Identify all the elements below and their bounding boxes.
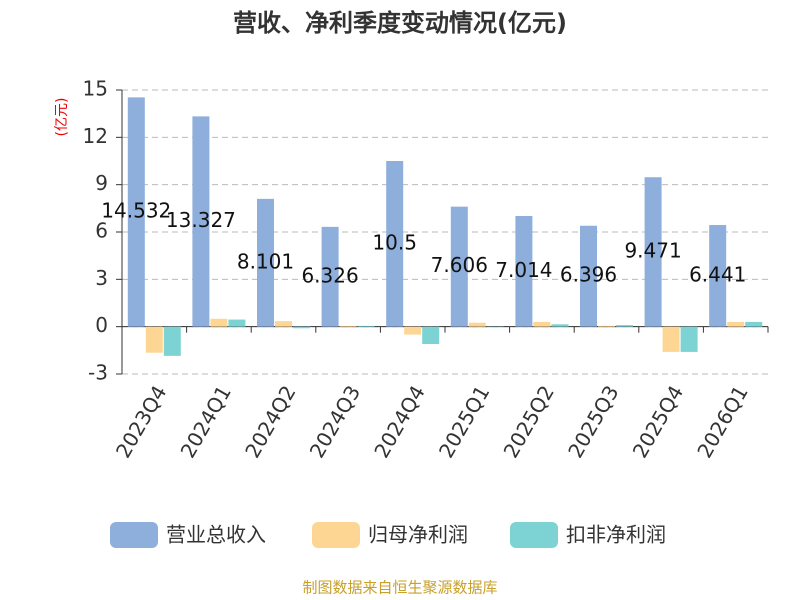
- bar: [210, 318, 228, 327]
- bar: [727, 321, 745, 327]
- legend-label: 扣非净利润: [566, 523, 666, 547]
- x-tick-label: 2023Q4: [111, 381, 171, 462]
- bar: [662, 326, 680, 352]
- bar: [515, 216, 533, 327]
- bar: [468, 322, 486, 327]
- x-tick-label: 2025Q4: [628, 381, 688, 462]
- y-tick-label: -3: [88, 361, 108, 385]
- bar: [293, 326, 310, 329]
- x-tick-label: 2024Q4: [369, 381, 429, 462]
- y-tick-label: 12: [83, 124, 108, 148]
- value-label: 7.014: [495, 258, 552, 282]
- bar: [680, 326, 698, 352]
- value-label: 6.441: [689, 262, 746, 286]
- bar: [145, 326, 163, 353]
- value-label: 14.532: [101, 199, 171, 223]
- value-label: 9.471: [624, 238, 681, 262]
- legend-label: 营业总收入: [166, 523, 266, 547]
- bar: [339, 325, 357, 327]
- value-label: 6.326: [301, 263, 358, 287]
- chart-title: 营收、净利季度变动情况(亿元): [233, 9, 567, 37]
- value-label: 7.606: [431, 253, 488, 277]
- y-tick-label: 9: [95, 171, 108, 195]
- bar: [163, 326, 181, 356]
- x-tick-label: 2024Q3: [305, 381, 365, 462]
- x-tick-label: 2024Q2: [240, 381, 300, 462]
- value-label: 6.396: [560, 263, 617, 287]
- bar: [551, 324, 569, 327]
- bar: [275, 321, 292, 327]
- bar: [357, 325, 375, 327]
- bar: [709, 225, 727, 327]
- y-axis-label: (亿元): [54, 98, 70, 137]
- x-tick-label: 2024Q1: [176, 381, 236, 462]
- bar: [127, 97, 145, 327]
- y-tick-label: 6: [95, 219, 108, 243]
- y-tick-label: 15: [83, 77, 108, 101]
- bar: [644, 177, 662, 327]
- legend-label: 归母净利润: [368, 523, 468, 547]
- value-label: 8.101: [237, 249, 294, 273]
- x-tick-label: 2025Q2: [499, 381, 559, 462]
- x-tick-label: 2026Q1: [692, 381, 752, 462]
- legend-swatch: [110, 522, 158, 548]
- bar: [192, 116, 210, 327]
- x-tick-label: 2025Q1: [434, 381, 494, 462]
- bar: [228, 319, 246, 327]
- bar: [580, 225, 597, 327]
- legend-swatch: [510, 522, 558, 548]
- bar: [533, 321, 551, 327]
- y-tick-label: 0: [95, 313, 108, 337]
- value-label: 10.5: [372, 230, 417, 254]
- bar: [257, 198, 274, 327]
- bar: [616, 325, 633, 327]
- value-label: 13.327: [166, 208, 236, 232]
- bar: [422, 326, 440, 345]
- bar: [598, 325, 615, 327]
- x-tick-label: 2025Q3: [563, 381, 623, 462]
- y-tick-label: 3: [95, 266, 108, 290]
- bar: [745, 321, 763, 327]
- bar: [450, 206, 468, 327]
- bar: [404, 326, 422, 335]
- source-note: 制图数据来自恒生聚源数据库: [302, 579, 497, 597]
- bar: [386, 161, 404, 327]
- bar: [321, 226, 339, 327]
- legend-swatch: [312, 522, 360, 548]
